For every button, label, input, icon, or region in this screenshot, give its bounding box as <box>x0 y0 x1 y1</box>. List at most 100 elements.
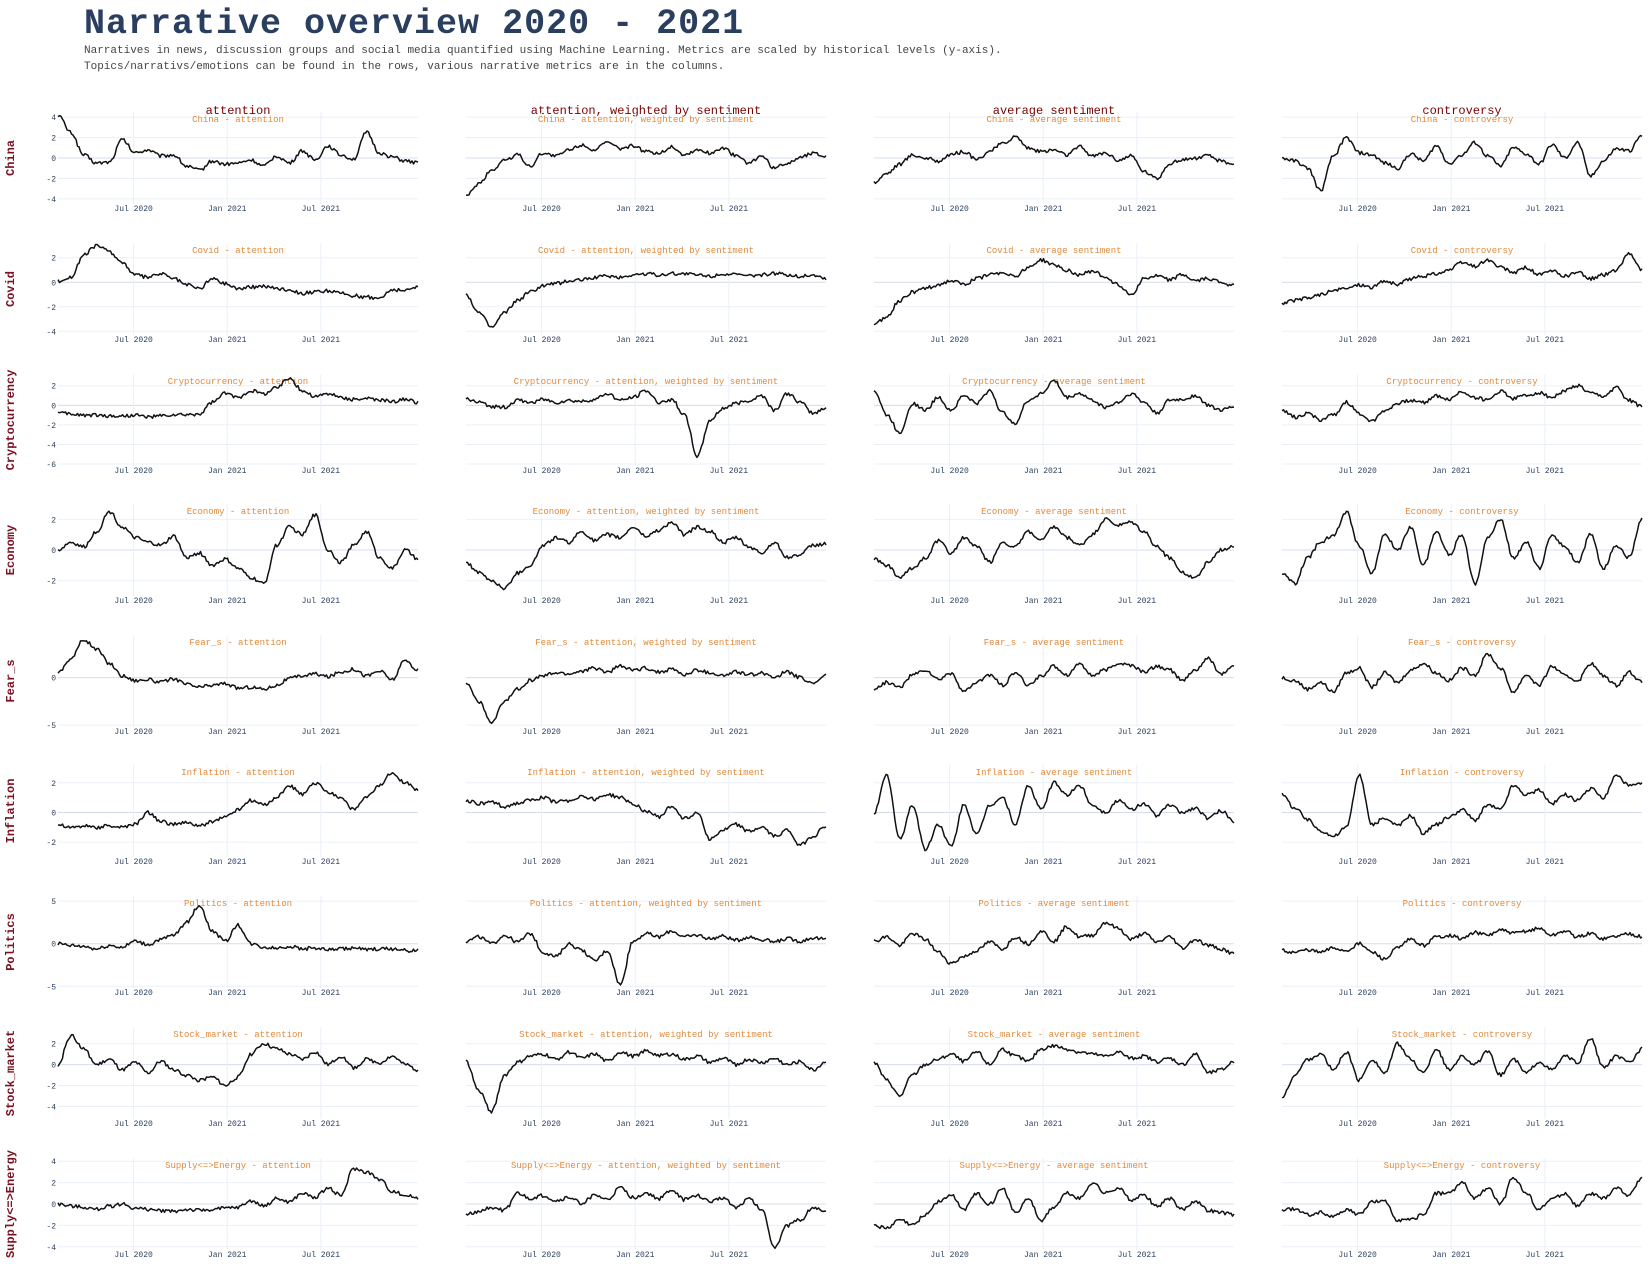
series-line-economy-attention-weighted-by-sentiment <box>466 521 827 591</box>
x-tick-label: Jul 2021 <box>1118 597 1157 606</box>
subplot-title: China - attention, weighted by sentiment <box>538 115 754 125</box>
x-tick-label: Jan 2021 <box>208 858 247 867</box>
series-line-cryptocurrency-average-sentiment <box>873 379 1235 435</box>
series-line-stock-market-attention-weighted-by-sentiment <box>465 1048 827 1114</box>
subplot-fear-s-controversy: Jul 2020 Jan 2021 Jul 2021 Fear_s - controv… <box>1281 635 1643 737</box>
series-line-economy-attention <box>57 510 419 584</box>
subplot-china-average-sentiment: Jul 2020 Jan 2021 Jul 2021 China - average … <box>873 112 1235 214</box>
series-line-covid-attention <box>57 243 419 301</box>
subplot-covid-controversy: Jul 2020 Jan 2021 Jul 2021 Covid - controve… <box>1281 243 1643 345</box>
x-tick-label: Jan 2021 <box>616 336 655 345</box>
subplot-title: Inflation - average sentiment <box>976 768 1133 778</box>
series-line-economy-controversy <box>1281 510 1643 586</box>
x-tick-label: Jul 2020 <box>114 1251 153 1260</box>
subplot-title: Inflation - attention, weighted by senti… <box>527 768 765 778</box>
subplot-title: Supply<=>Energy - attention <box>165 1161 311 1171</box>
x-tick-label: Jul 2021 <box>1118 336 1157 345</box>
y-tick-label: -6 <box>46 461 56 470</box>
column-header-average-sentiment: average sentiment <box>993 104 1115 118</box>
subplot-cryptocurrency-average-sentiment: Jul 2020 Jan 2021 Jul 2021 Cryptocurrency -… <box>873 374 1235 476</box>
x-tick-label: Jan 2021 <box>1024 989 1063 998</box>
y-tick-label: 0 <box>51 1201 56 1210</box>
subplot-title: Covid - average sentiment <box>986 246 1121 256</box>
row-header-china: China <box>4 140 18 176</box>
subplot-politics-attention-weighted-by-sentiment: Jul 2020 Jan 2021 Jul 2021 Politics - atten… <box>465 896 827 998</box>
subplot-china-controversy: Jul 2020 Jan 2021 Jul 2021 China - controve… <box>1281 112 1643 214</box>
x-tick-label: Jan 2021 <box>1024 728 1063 737</box>
series-line-fear-s-average-sentiment <box>873 656 1235 693</box>
y-tick-label: -4 <box>46 1103 56 1112</box>
x-tick-label: Jul 2021 <box>710 728 749 737</box>
x-tick-label: Jan 2021 <box>1432 597 1471 606</box>
x-tick-label: Jan 2021 <box>1432 205 1471 214</box>
x-tick-label: Jul 2021 <box>1118 205 1157 214</box>
y-tick-label: 0 <box>51 1062 56 1071</box>
x-tick-label: Jul 2021 <box>1526 1120 1565 1129</box>
subplot-title: Economy - attention, weighted by sentime… <box>533 507 760 517</box>
series-line-china-controversy <box>1281 134 1643 192</box>
x-tick-label: Jul 2021 <box>1118 467 1157 476</box>
series-line-inflation-attention <box>57 771 419 830</box>
subplot-supply-energy-attention: Jul 2020 Jan 2021 Jul 2021 Supply<=>Energy … <box>57 1158 419 1260</box>
x-tick-label: Jul 2021 <box>710 467 749 476</box>
series-line-stock-market-average-sentiment <box>873 1043 1235 1098</box>
row-header-covid: Covid <box>4 271 18 307</box>
series-line-economy-average-sentiment <box>873 517 1235 580</box>
subplot-title: Covid - attention <box>192 246 284 256</box>
y-tick-label: -4 <box>46 1244 56 1253</box>
x-tick-label: Jul 2020 <box>1338 858 1377 867</box>
x-tick-label: Jul 2020 <box>1338 989 1377 998</box>
subplot-title: Supply<=>Energy - controversy <box>1384 1161 1541 1171</box>
x-tick-label: Jul 2020 <box>930 205 969 214</box>
x-tick-label: Jul 2021 <box>1118 728 1157 737</box>
subplot-economy-controversy: Jul 2020 Jan 2021 Jul 2021 Economy - contro… <box>1281 504 1643 606</box>
subplot-politics-average-sentiment: Jul 2020 Jan 2021 Jul 2021 Politics - avera… <box>873 896 1235 998</box>
x-tick-label: Jul 2020 <box>114 1120 153 1129</box>
column-header-attention-weighted-by-sentiment: attention, weighted by sentiment <box>531 104 761 118</box>
subplot-title: Politics - attention, weighted by sentim… <box>530 899 762 909</box>
series-line-inflation-average-sentiment <box>873 773 1235 852</box>
subplot-title: Economy - average sentiment <box>981 507 1127 517</box>
series-line-stock-market-controversy <box>1281 1038 1643 1099</box>
series-line-fear-s-controversy <box>1281 652 1643 694</box>
series-line-inflation-attention-weighted-by-sentiment <box>465 792 827 846</box>
subplot-cryptocurrency-attention-weighted-by-sentiment: Jul 2020 Jan 2021 Jul 2021 Cryptocurrency -… <box>465 374 827 476</box>
subplot-title: Fear_s - attention <box>189 638 286 648</box>
y-tick-label: 4 <box>51 1158 56 1167</box>
series-line-china-attention-weighted-by-sentiment <box>465 141 827 197</box>
y-tick-label: 2 <box>51 516 56 525</box>
y-tick-label: 0 <box>51 675 56 684</box>
x-tick-label: Jul 2021 <box>1118 858 1157 867</box>
x-tick-label: Jan 2021 <box>208 989 247 998</box>
x-tick-label: Jul 2021 <box>302 467 341 476</box>
x-tick-label: Jul 2021 <box>302 858 341 867</box>
series-line-covid-average-sentiment <box>873 257 1235 326</box>
x-tick-label: Jul 2021 <box>1526 989 1565 998</box>
x-tick-label: Jan 2021 <box>616 597 655 606</box>
x-tick-label: Jul 2021 <box>1526 336 1565 345</box>
x-tick-label: Jul 2020 <box>522 205 561 214</box>
subplot-fear-s-attention-weighted-by-sentiment: Jul 2020 Jan 2021 Jul 2021 Fear_s - attenti… <box>465 635 827 737</box>
series-line-cryptocurrency-controversy <box>1281 383 1643 423</box>
y-tick-label: -2 <box>46 1222 56 1231</box>
series-line-fear-s-attention-weighted-by-sentiment <box>465 663 827 725</box>
subplot-title: Cryptocurrency - attention <box>168 377 308 387</box>
series-line-politics-attention <box>57 904 419 954</box>
x-tick-label: Jan 2021 <box>1024 205 1063 214</box>
x-tick-label: Jul 2021 <box>1118 1120 1157 1129</box>
x-tick-label: Jul 2020 <box>930 597 969 606</box>
x-tick-label: Jul 2020 <box>1338 597 1377 606</box>
x-tick-label: Jul 2020 <box>1338 467 1377 476</box>
x-tick-label: Jan 2021 <box>1432 989 1471 998</box>
x-tick-label: Jul 2021 <box>302 989 341 998</box>
x-tick-label: Jul 2020 <box>930 1251 969 1260</box>
x-tick-label: Jan 2021 <box>1432 467 1471 476</box>
x-tick-label: Jan 2021 <box>1432 728 1471 737</box>
x-tick-label: Jul 2021 <box>302 205 341 214</box>
x-tick-label: Jul 2021 <box>710 989 749 998</box>
subplot-cryptocurrency-controversy: Jul 2020 Jan 2021 Jul 2021 Cryptocurrency -… <box>1281 374 1643 476</box>
x-tick-label: Jan 2021 <box>208 597 247 606</box>
subplot-covid-attention: Jul 2020 Jan 2021 Jul 2021 Covid - attentio… <box>57 243 419 345</box>
subplot-title: Covid - attention, weighted by sentiment <box>538 246 754 256</box>
